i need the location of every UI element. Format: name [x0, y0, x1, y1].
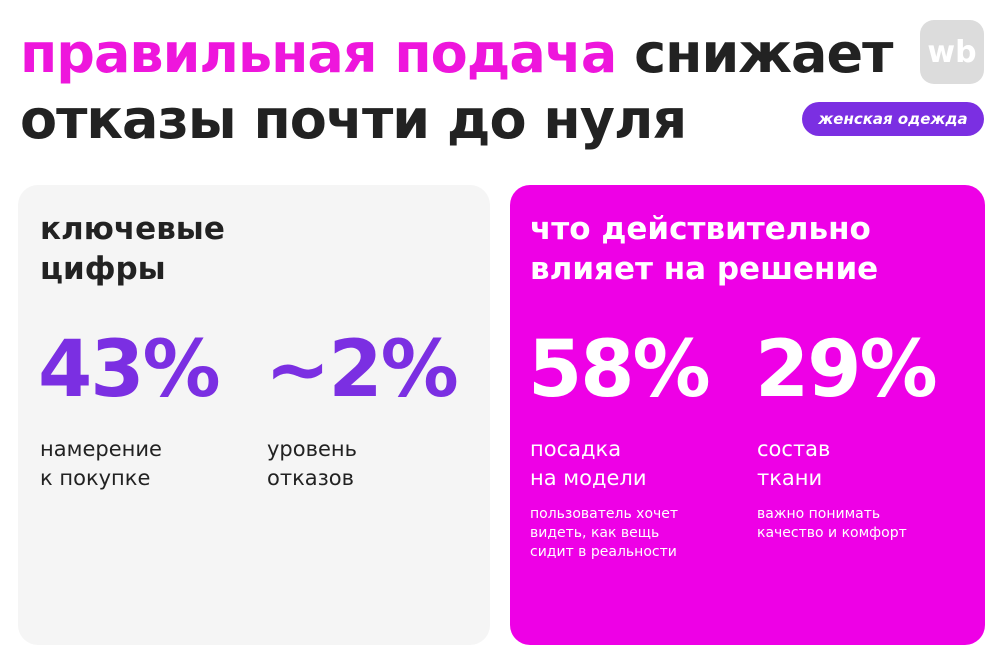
card-title: ключевые цифры: [40, 209, 225, 289]
title-line: отказы почти до нуля: [20, 88, 687, 151]
stat-value: 29%: [755, 325, 938, 415]
title-text: снижает: [634, 22, 893, 85]
label-line: состав: [757, 437, 831, 461]
stat-note: важно понимать качество и комфорт: [757, 505, 907, 543]
title-line: ключевые: [40, 211, 225, 247]
note-line: качество и комфорт: [757, 525, 907, 541]
logo: wb: [920, 20, 984, 84]
label-line: на модели: [530, 466, 647, 490]
stat-label: уровень отказов: [267, 435, 357, 493]
stat-label: намерение к покупке: [40, 435, 162, 493]
note-line: видеть, как вещь: [530, 525, 660, 541]
label-line: уровень: [267, 437, 358, 461]
note-line: важно понимать: [757, 506, 881, 522]
label-line: к покупке: [40, 466, 151, 490]
title-highlight: правильная подача: [20, 22, 617, 85]
stat-label: посадка на модели: [530, 435, 646, 493]
stat-value: 43%: [38, 325, 221, 415]
category-tag: женская одежда: [802, 102, 984, 136]
title-line: цифры: [40, 251, 166, 287]
title-line: влияет на решение: [530, 251, 879, 287]
title-line: правильная подача снижает: [20, 22, 893, 85]
stat-value: ~2%: [265, 325, 459, 415]
decision-factors-card: что действительно влияет на решение 58% …: [510, 185, 985, 645]
label-line: ткани: [757, 466, 823, 490]
stat-note: пользователь хочет видеть, как вещь сиди…: [530, 505, 678, 562]
stat-label: состав ткани: [757, 435, 830, 493]
title-line: что действительно: [530, 211, 871, 247]
label-line: посадка: [530, 437, 622, 461]
label-line: отказов: [267, 466, 355, 490]
stat-value: 58%: [528, 325, 711, 415]
key-figures-card: ключевые цифры 43% намерение к покупке ~…: [18, 185, 490, 645]
note-line: сидит в реальности: [530, 544, 677, 560]
card-title: что действительно влияет на решение: [530, 209, 878, 289]
note-line: пользователь хочет: [530, 506, 679, 522]
label-line: намерение: [40, 437, 162, 461]
